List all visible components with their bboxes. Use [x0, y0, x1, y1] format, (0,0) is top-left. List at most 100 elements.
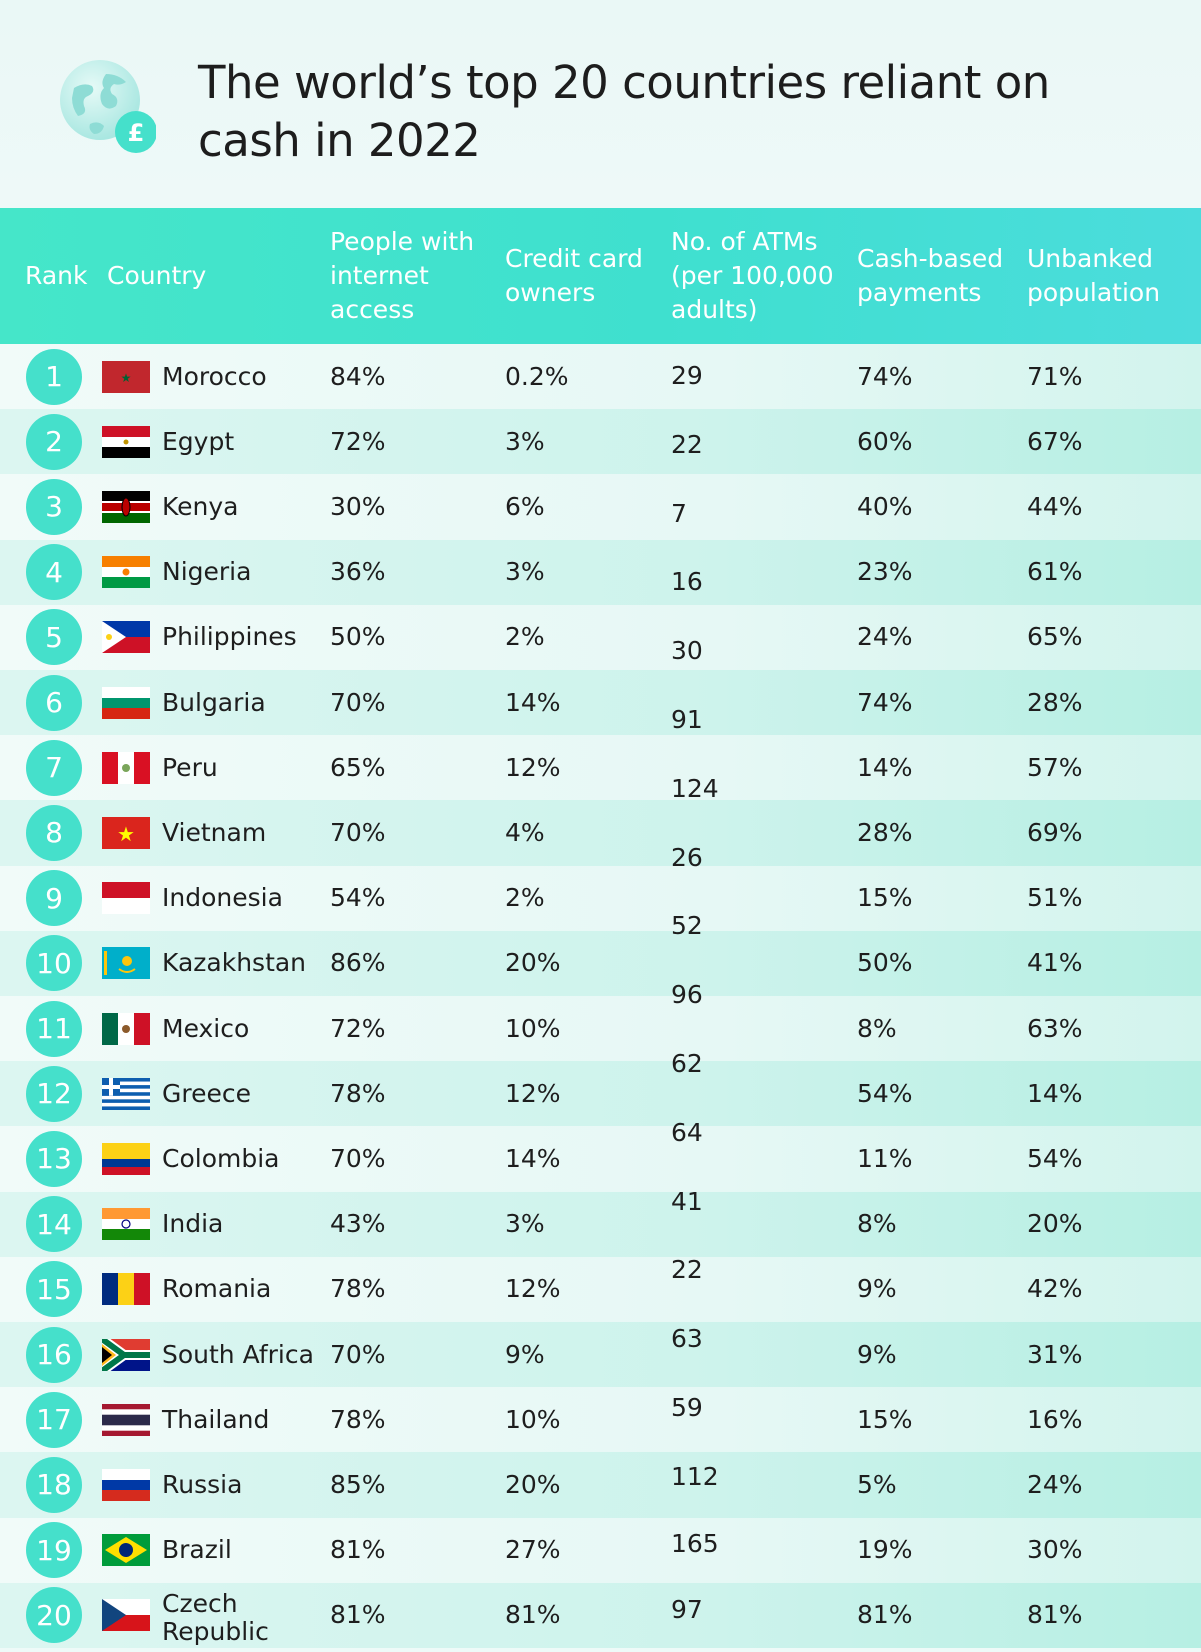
rank-badge: 4 — [26, 544, 82, 601]
brazil-flag-icon — [102, 1534, 150, 1567]
unbanked-cell: 63% — [1027, 1013, 1083, 1043]
table-row: 1 ★ Morocco 84% 0.2% 74% 71% — [0, 344, 1201, 410]
cash-cell: 9% — [857, 1274, 897, 1304]
cash-cell: 15% — [857, 1404, 913, 1434]
credit-cell: 4% — [505, 817, 545, 847]
cash-cell: 24% — [857, 622, 913, 652]
internet-cell: 70% — [330, 817, 386, 847]
atm-cell: 124 — [671, 773, 719, 803]
country-name: Kenya — [162, 491, 239, 521]
country-name: Nigeria — [162, 557, 252, 587]
rank-badge: 13 — [26, 1130, 82, 1187]
country-name: Bulgaria — [162, 687, 266, 717]
rank-badge: 2 — [26, 413, 82, 470]
atm-cell: 63 — [671, 1324, 703, 1354]
internet-cell: 78% — [330, 1078, 386, 1108]
rank-badge: 7 — [26, 739, 82, 796]
header-credit: Credit card owners — [505, 244, 643, 307]
peru-flag-icon — [102, 751, 150, 784]
unbanked-cell: 24% — [1027, 1469, 1083, 1499]
unbanked-cell: 71% — [1027, 361, 1083, 391]
greece-flag-icon — [102, 1077, 150, 1110]
svg-text:★: ★ — [121, 371, 132, 385]
country-name: South Africa — [162, 1339, 314, 1369]
rank-badge: 16 — [26, 1326, 82, 1383]
rank-badge: 5 — [26, 609, 82, 666]
internet-cell: 81% — [330, 1600, 386, 1630]
internet-cell: 70% — [330, 1339, 386, 1369]
bulgaria-flag-icon — [102, 686, 150, 719]
globe-pound-icon: £ — [60, 60, 156, 153]
atm-cell: 62 — [671, 1049, 703, 1078]
cash-cell: 5% — [857, 1469, 897, 1499]
credit-cell: 0.2% — [505, 361, 569, 391]
credit-cell: 20% — [505, 1469, 561, 1499]
atm-cell: 22 — [671, 429, 703, 459]
unbanked-cell: 28% — [1027, 687, 1083, 717]
table-row: 7 Peru 65% 12% 14% 57% — [0, 735, 1201, 801]
south-africa-flag-icon — [102, 1338, 150, 1371]
country-name: Brazil — [162, 1535, 232, 1565]
credit-cell: 10% — [505, 1013, 561, 1043]
atm-cell: 30 — [671, 636, 703, 666]
internet-cell: 54% — [330, 883, 386, 913]
atm-cell: 96 — [671, 980, 703, 1010]
rank-badge: 17 — [26, 1391, 82, 1448]
country-name: Morocco — [162, 361, 267, 391]
table-row: 8 ★ Vietnam 70% 4% 28% 69% — [0, 800, 1201, 866]
table-row: 5 Philippines 50% 2% 24% 65% — [0, 604, 1201, 670]
header-cash: Cash-based payments — [857, 244, 1004, 307]
credit-cell: 27% — [505, 1535, 561, 1565]
country-name: Indonesia — [162, 883, 283, 913]
atm-cell: 16 — [671, 567, 703, 597]
atm-cell: 64 — [671, 1117, 703, 1147]
country-name: Thailand — [162, 1404, 270, 1434]
unbanked-cell: 61% — [1027, 557, 1083, 587]
header-atms: No. of ATMs (per 100,000 adults) — [671, 227, 834, 324]
rank-badge: 10 — [26, 935, 82, 992]
credit-cell: 81% — [505, 1600, 561, 1630]
cash-cell: 54% — [857, 1078, 913, 1108]
unbanked-cell: 16% — [1027, 1404, 1083, 1434]
romania-flag-icon — [102, 1273, 150, 1306]
table-row: 13 Colombia 70% 14% 11% 54% — [0, 1126, 1201, 1192]
country-name: India — [162, 1209, 224, 1239]
header-rank: Rank — [25, 261, 88, 290]
unbanked-cell: 67% — [1027, 426, 1083, 456]
credit-cell: 14% — [505, 1143, 561, 1173]
cash-cell: 74% — [857, 361, 913, 391]
rank-badge: 11 — [26, 1000, 82, 1057]
unbanked-cell: 65% — [1027, 622, 1083, 652]
rank-badge: 15 — [26, 1261, 82, 1318]
atm-cell: 112 — [671, 1461, 719, 1491]
egypt-flag-icon — [102, 425, 150, 458]
table-row: 9 Indonesia 54% 2% 15% 51% — [0, 865, 1201, 931]
internet-cell: 86% — [330, 948, 386, 978]
atm-cell: 22 — [671, 1255, 703, 1285]
cash-cell: 81% — [857, 1600, 913, 1630]
rank-badge: 20 — [26, 1587, 82, 1644]
table-row: 11 Mexico 72% 10% 8% 63% — [0, 996, 1201, 1062]
cash-cell: 40% — [857, 491, 913, 521]
table-row: 19 Brazil 81% 27% 19% 30% — [0, 1517, 1201, 1583]
internet-cell: 43% — [330, 1209, 386, 1239]
credit-cell: 3% — [505, 1209, 545, 1239]
internet-cell: 30% — [330, 491, 386, 521]
internet-cell: 70% — [330, 687, 386, 717]
rank-badge: 6 — [26, 674, 82, 731]
internet-cell: 65% — [330, 752, 386, 782]
internet-cell: 36% — [330, 557, 386, 587]
cash-cell: 19% — [857, 1535, 913, 1565]
colombia-flag-icon — [102, 1142, 150, 1175]
table-row: 2 Egypt 72% 3% 60% 67% — [0, 409, 1201, 475]
credit-cell: 12% — [505, 1274, 561, 1304]
credit-cell: 12% — [505, 1078, 561, 1108]
russia-flag-icon — [102, 1468, 150, 1501]
internet-cell: 78% — [330, 1404, 386, 1434]
country-name: Colombia — [162, 1143, 280, 1173]
mexico-flag-icon — [102, 1012, 150, 1045]
country-name: Romania — [162, 1274, 272, 1304]
cash-cell: 60% — [857, 426, 913, 456]
atm-cell: 26 — [671, 842, 703, 872]
table-body: 1 ★ Morocco 84% 0.2% 74% 71% 2 Egypt 72% 3% 60% 67% 3… — [0, 344, 1201, 1652]
